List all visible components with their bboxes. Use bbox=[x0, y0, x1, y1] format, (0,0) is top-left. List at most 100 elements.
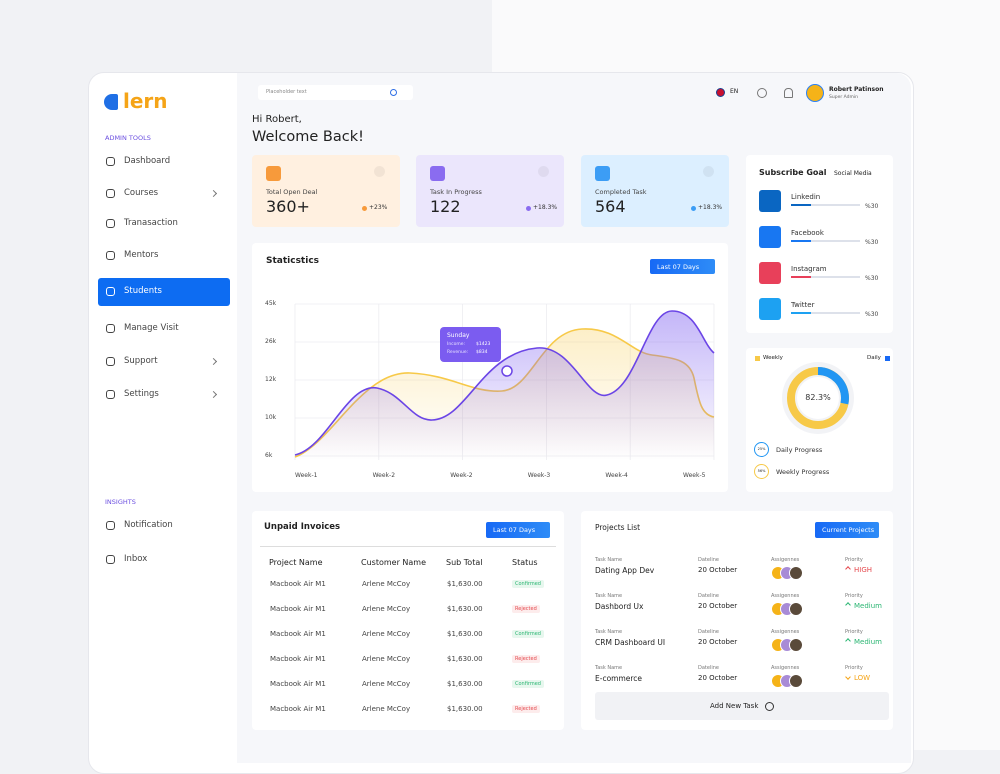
assignee-avatar bbox=[789, 566, 803, 580]
dateline: 20 October bbox=[698, 566, 738, 574]
y-axis-label: 45k bbox=[265, 300, 277, 307]
tooltip-label: Income: bbox=[447, 342, 466, 347]
search-placeholder: Placeholder text bbox=[266, 89, 307, 95]
table-cell: Arlene McCoy bbox=[362, 605, 411, 613]
social-icon bbox=[759, 262, 781, 284]
priority: HIGH bbox=[854, 566, 873, 574]
task-name: E-commerce bbox=[595, 674, 643, 683]
field-label: Assigennes bbox=[771, 665, 800, 671]
stat-dot bbox=[526, 206, 531, 211]
menu-icon bbox=[106, 324, 115, 333]
stat-arrow[interactable] bbox=[703, 166, 714, 177]
table-cell: Macbook Air M1 bbox=[270, 680, 326, 688]
menu-item[interactable]: Support bbox=[124, 356, 158, 366]
search-box[interactable]: Placeholder text bbox=[258, 85, 413, 100]
table-header: Customer Name bbox=[361, 558, 427, 567]
stat-arrow[interactable] bbox=[374, 166, 385, 177]
stat-change: +23% bbox=[369, 204, 388, 211]
hover-point[interactable] bbox=[501, 365, 513, 377]
field-label: Dateline bbox=[698, 557, 719, 563]
goal-track bbox=[791, 276, 860, 278]
menu-item[interactable]: Dashboard bbox=[124, 156, 171, 166]
y-axis-label: 6k bbox=[265, 452, 273, 459]
stat-icon bbox=[266, 166, 281, 181]
menu-item[interactable]: Mentors bbox=[124, 250, 159, 260]
status-badge: Rejected bbox=[512, 605, 540, 613]
goal-track bbox=[791, 204, 860, 206]
bell-icon[interactable] bbox=[784, 88, 793, 98]
language[interactable]: EN bbox=[730, 88, 739, 95]
legend-swatch bbox=[885, 356, 890, 361]
menu-item[interactable]: Inbox bbox=[124, 554, 148, 564]
avatar[interactable] bbox=[806, 84, 824, 102]
stat-icon bbox=[430, 166, 445, 181]
tab[interactable]: Social Media bbox=[834, 170, 872, 177]
social-name: Twitter bbox=[791, 301, 815, 309]
status-badge: Confirmed bbox=[512, 580, 544, 588]
table-cell: $1,630.00 bbox=[447, 630, 483, 638]
menu-item[interactable]: Tranasaction bbox=[124, 218, 178, 228]
menu-icon bbox=[106, 287, 115, 296]
add-task-button[interactable] bbox=[595, 692, 889, 720]
flag-icon bbox=[716, 88, 725, 97]
tooltip-day: Sunday bbox=[447, 332, 470, 339]
dateline: 20 October bbox=[698, 638, 738, 646]
stat-label: Completed Task bbox=[595, 188, 647, 196]
menu-item[interactable]: Students bbox=[124, 286, 162, 296]
field-label: Dateline bbox=[698, 665, 719, 671]
filter-button[interactable]: Last 07 Days bbox=[486, 522, 550, 538]
legend-label: Daily bbox=[867, 355, 881, 361]
filter-label: Last 07 Days bbox=[657, 262, 700, 271]
divider bbox=[260, 546, 556, 547]
filter-label: Last 07 Days bbox=[493, 526, 536, 534]
menu-icon bbox=[106, 219, 115, 228]
stat-change: +18.3% bbox=[698, 204, 723, 211]
priority: LOW bbox=[854, 674, 871, 682]
filter-button[interactable]: Last 07 Days bbox=[650, 259, 715, 274]
y-axis-label: 12k bbox=[265, 376, 277, 383]
stat-arrow[interactable] bbox=[538, 166, 549, 177]
brand: lern bbox=[123, 89, 168, 113]
stat-dot bbox=[691, 206, 696, 211]
card-title: Subscribe Goal bbox=[759, 168, 827, 177]
table-cell: Macbook Air M1 bbox=[270, 630, 326, 638]
area-decoration bbox=[295, 311, 714, 460]
menu-item[interactable]: Courses bbox=[124, 188, 159, 198]
table-header: Sub Total bbox=[446, 558, 483, 567]
welcome: Welcome Back! bbox=[252, 129, 364, 145]
goal-bar bbox=[791, 276, 811, 278]
field-label: Priority bbox=[845, 593, 863, 599]
menu-icon bbox=[106, 357, 115, 366]
filter-label: Current Projects bbox=[822, 526, 875, 534]
user-name: Robert Patinson bbox=[829, 86, 884, 93]
menu-icon bbox=[106, 251, 115, 260]
status-badge: Rejected bbox=[512, 705, 540, 713]
table-cell: Macbook Air M1 bbox=[270, 705, 326, 713]
priority: Medium bbox=[854, 638, 882, 646]
section-heading: INSIGHTS bbox=[105, 498, 136, 506]
section-heading: ADMIN TOOLS bbox=[105, 134, 151, 142]
priority: Medium bbox=[854, 602, 882, 610]
assignee-avatar bbox=[789, 674, 803, 688]
goal-bar bbox=[791, 204, 811, 206]
menu-icon bbox=[106, 555, 115, 564]
menu-item[interactable]: Notification bbox=[124, 520, 173, 530]
stat-dot bbox=[362, 206, 367, 211]
message-icon[interactable] bbox=[757, 88, 767, 98]
progress-badge: 25% bbox=[754, 442, 769, 457]
tooltip bbox=[440, 327, 501, 362]
add-task-label: Add New Task bbox=[710, 702, 759, 710]
filter-button[interactable]: Current Projects bbox=[815, 522, 879, 538]
table-cell: Arlene McCoy bbox=[362, 580, 411, 588]
field-label: Task Name bbox=[595, 557, 623, 563]
menu-item[interactable]: Manage Visit bbox=[124, 323, 179, 333]
menu-item[interactable]: Settings bbox=[124, 389, 159, 399]
status-badge: Confirmed bbox=[512, 680, 544, 688]
field-label: Assigennes bbox=[771, 557, 800, 563]
table-cell: $1,630.00 bbox=[447, 605, 483, 613]
field-label: Task Name bbox=[595, 593, 623, 599]
table-cell: Arlene McCoy bbox=[362, 705, 411, 713]
line-decoration bbox=[294, 310, 715, 456]
invoices-card bbox=[252, 511, 564, 730]
assignee-avatar bbox=[789, 638, 803, 652]
